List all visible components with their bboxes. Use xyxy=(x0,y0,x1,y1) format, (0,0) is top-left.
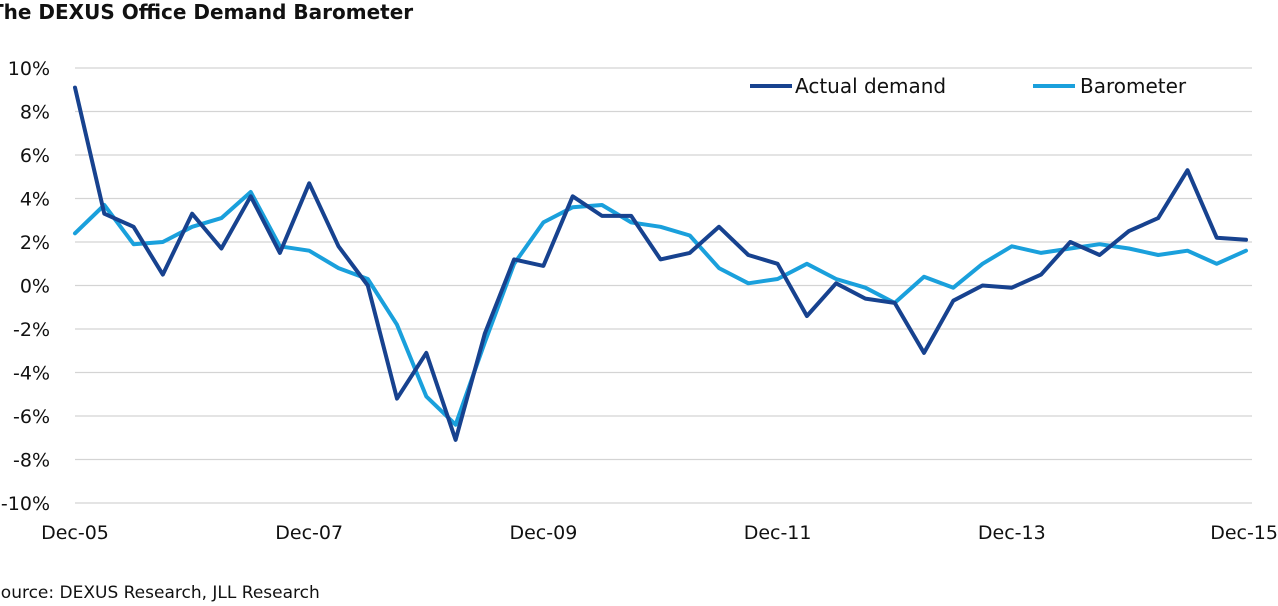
y-tick-label: 4% xyxy=(20,189,50,211)
legend-label: Barometer xyxy=(1080,74,1187,98)
x-tick-label: Dec-15 xyxy=(1210,522,1278,544)
x-tick-label: Dec-05 xyxy=(41,522,109,544)
grid xyxy=(75,67,1252,504)
y-tick-label: -4% xyxy=(13,363,50,385)
y-tick-label: 8% xyxy=(20,102,50,124)
x-tick-label: Dec-07 xyxy=(275,522,343,544)
chart-source: Source: DEXUS Research, JLL Research xyxy=(0,583,320,603)
x-tick-label: Dec-13 xyxy=(978,522,1046,544)
x-tick-label: Dec-11 xyxy=(744,522,812,544)
y-tick-label: -2% xyxy=(13,319,50,341)
y-tick-label: 10% xyxy=(8,58,50,80)
series-layer xyxy=(73,85,1248,442)
legend: Actual demand Barometer xyxy=(750,74,1187,98)
series-line-actual-demand xyxy=(73,85,1248,442)
y-tick-label: -10% xyxy=(1,493,50,515)
x-axis: Dec-05 Dec-07 Dec-09 Dec-11 Dec-13 Dec-15 xyxy=(41,522,1278,544)
y-axis: 10% 8% 6% 4% 2% 0% -2% -4% -6% -8% -10% xyxy=(1,58,50,515)
legend-label: Actual demand xyxy=(795,74,946,98)
y-tick-label: -8% xyxy=(13,450,50,472)
x-tick-label: Dec-09 xyxy=(509,522,577,544)
y-tick-label: -6% xyxy=(13,406,50,428)
y-tick-label: 2% xyxy=(20,232,50,254)
chart-title: The DEXUS Office Demand Barometer xyxy=(0,0,413,24)
series-line-barometer xyxy=(73,190,1248,427)
y-tick-label: 6% xyxy=(20,145,50,167)
y-tick-label: 0% xyxy=(20,276,50,298)
